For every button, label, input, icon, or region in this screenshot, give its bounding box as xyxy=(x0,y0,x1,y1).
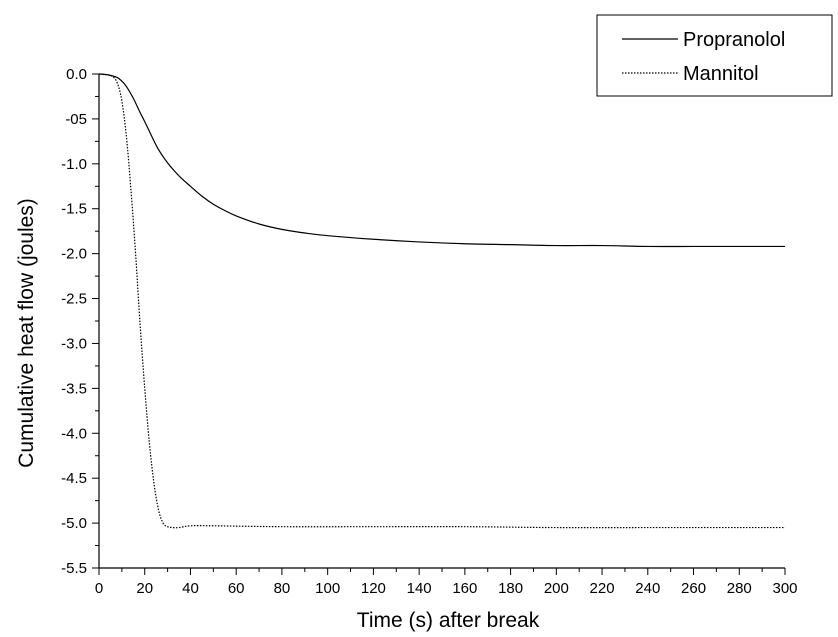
legend-label-propranolol: Propranolol xyxy=(683,29,785,51)
y-tick-label: -3.0 xyxy=(61,335,87,352)
x-tick-label: 60 xyxy=(228,580,245,597)
y-tick-label: -2.0 xyxy=(61,246,87,263)
y-tick-label: -05 xyxy=(65,111,87,128)
series-lines xyxy=(98,73,785,529)
x-tick-label: 180 xyxy=(498,580,523,597)
legend-label-mannitol: Mannitol xyxy=(683,63,759,85)
x-tick-labels: 0 20 40 60 80 100 120 140 160 180 200 220 240 260 280 3… xyxy=(95,580,798,597)
y-tick-label: -5.5 xyxy=(61,560,87,577)
x-tick-label: 300 xyxy=(772,580,797,597)
legend: Propranolol Mannitol xyxy=(596,14,833,97)
series-line-propranolol xyxy=(98,73,785,248)
x-tick-label: 220 xyxy=(590,580,615,597)
series-line-mannitol xyxy=(98,73,785,529)
x-tick-label: 160 xyxy=(452,580,477,597)
x-tick-label: 200 xyxy=(544,580,569,597)
axis-ticks xyxy=(92,73,786,575)
legend-box xyxy=(596,14,833,97)
y-tick-label: -1.0 xyxy=(61,156,87,173)
y-tick-label: -4.5 xyxy=(61,470,87,487)
x-tick-label: 100 xyxy=(315,580,340,597)
x-tick-label: 120 xyxy=(361,580,386,597)
y-tick-label: -4.0 xyxy=(61,425,87,442)
x-tick-label: 20 xyxy=(136,580,153,597)
x-tick-label: 260 xyxy=(681,580,706,597)
y-tick-labels: 0.0 -05 -1.0 -1.5 -2.0 -2.5 -3.0 -3.5 -4.0 -4.5 -5… xyxy=(61,66,87,577)
y-tick-label: -1.5 xyxy=(61,201,87,218)
x-axis-title: Time (s) after break xyxy=(357,609,540,632)
y-axis-title: Cumulative heat flow (joules) xyxy=(15,198,38,468)
y-tick-label: 0.0 xyxy=(66,66,87,83)
x-tick-label: 240 xyxy=(635,580,660,597)
y-tick-label: -2.5 xyxy=(61,291,87,308)
x-tick-label: 40 xyxy=(182,580,199,597)
x-tick-label: 280 xyxy=(727,580,752,597)
y-tick-label: -3.5 xyxy=(61,380,87,397)
y-tick-label: -5.0 xyxy=(61,515,87,532)
x-tick-label: 80 xyxy=(274,580,291,597)
x-tick-label: 140 xyxy=(407,580,432,597)
x-tick-label: 0 xyxy=(95,580,103,597)
